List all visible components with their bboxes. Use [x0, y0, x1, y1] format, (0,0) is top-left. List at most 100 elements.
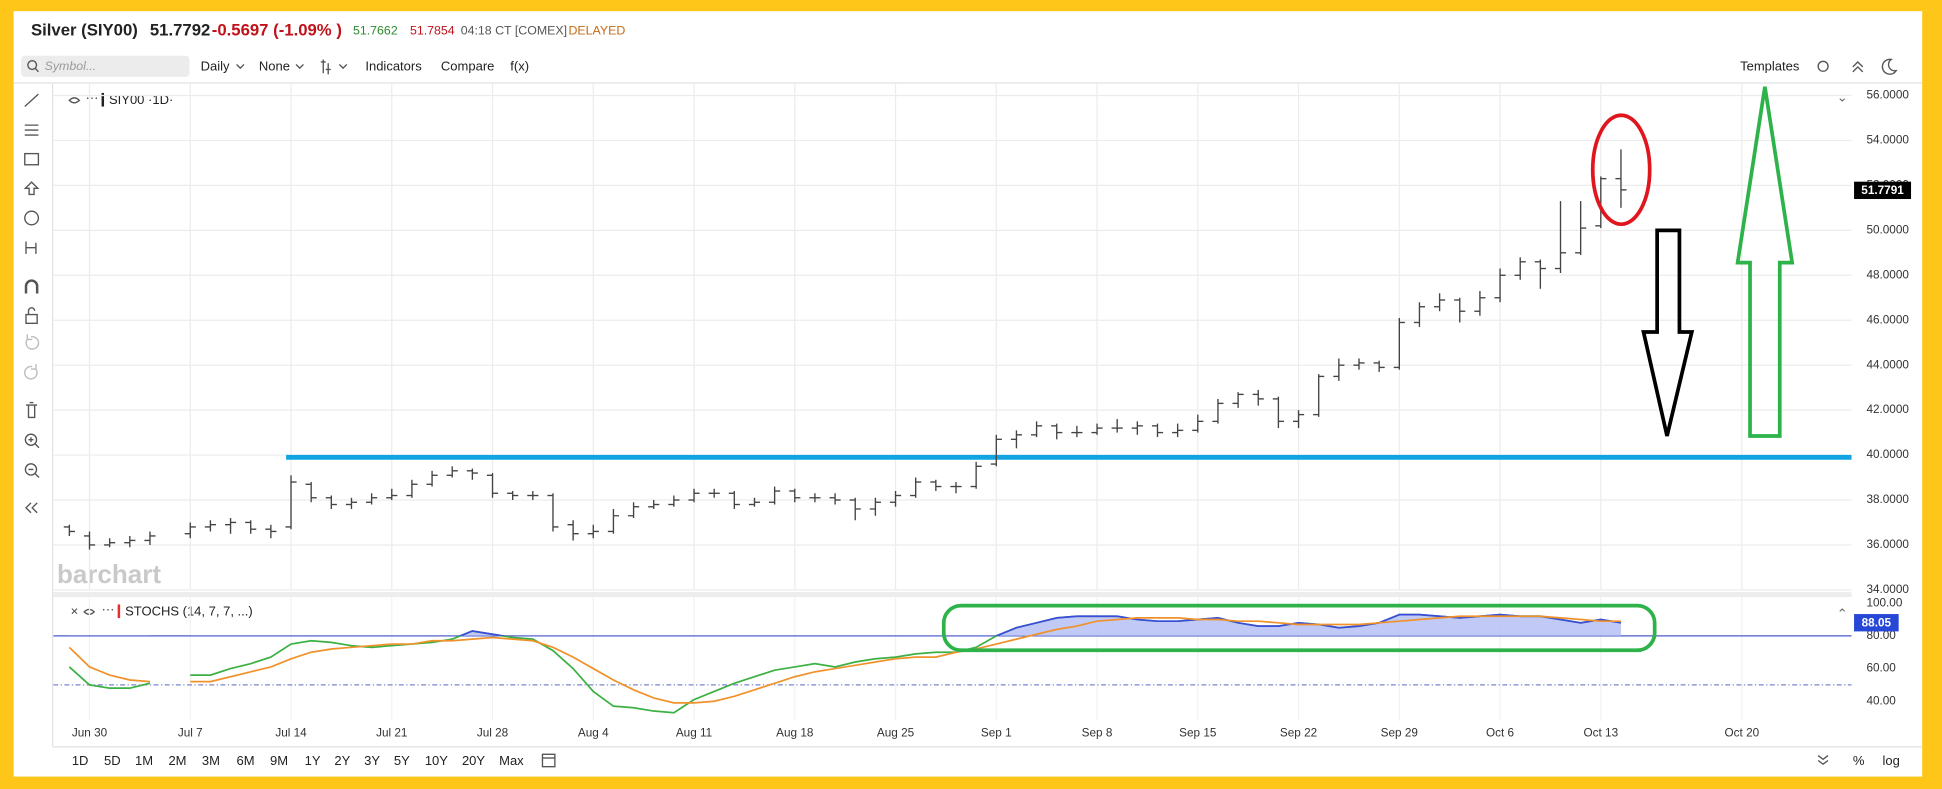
range-button[interactable]: 2M — [168, 753, 186, 768]
window — [13, 11, 1923, 777]
tool-icon[interactable] — [26, 401, 38, 419]
x-tick-label: Jul 21 — [376, 726, 407, 739]
delay-status: DELAYED — [568, 23, 625, 37]
panel-divider — [53, 592, 1852, 597]
range-button[interactable]: 3M — [202, 753, 220, 768]
stoch-line-overbought — [457, 613, 1622, 636]
symbol-search[interactable] — [21, 55, 190, 77]
indicators-button[interactable]: Indicators — [365, 58, 422, 73]
x-tick-label: Jun 30 — [72, 726, 108, 739]
comparison-select[interactable]: None — [259, 58, 290, 73]
range-button[interactable]: 1Y — [305, 753, 321, 768]
y-tick-label: 48.0000 — [1866, 268, 1909, 281]
tool-icon[interactable] — [24, 93, 39, 108]
chart-type-icon[interactable] — [320, 59, 331, 75]
settings-icon[interactable] — [1817, 60, 1829, 72]
y-tick-label: 44.0000 — [1866, 358, 1909, 371]
templates-button[interactable]: Templates — [1740, 58, 1800, 73]
range-button[interactable]: 5Y — [394, 753, 410, 768]
x-tick-label: Sep 22 — [1280, 726, 1317, 739]
annotation-box — [941, 603, 1657, 653]
x-tick-label: Aug 11 — [676, 726, 712, 739]
tool-icon[interactable] — [23, 181, 40, 196]
x-tick-label: Oct 20 — [1725, 726, 1760, 739]
plot-area: 34.0000 36.0000 38.0000 40.0000 42.0000 44.00… — [53, 84, 1912, 739]
theme-icon[interactable] — [1881, 58, 1898, 75]
x-tick-label: Aug 18 — [776, 726, 814, 739]
chevron — [295, 63, 304, 70]
chevron — [236, 63, 245, 70]
search-icon — [27, 60, 38, 71]
y-tick-label: 38.0000 — [1866, 493, 1909, 506]
last-price: 51.7792 — [150, 20, 210, 39]
range-button[interactable]: 3Y — [364, 753, 380, 768]
close-icon[interactable]: × — [71, 603, 79, 618]
tool-icon[interactable] — [24, 433, 38, 446]
x-tick-label: Sep 8 — [1082, 726, 1113, 739]
percent-toggle[interactable]: % — [1853, 753, 1865, 768]
tool-icon[interactable] — [25, 307, 38, 324]
tool-icon[interactable] — [24, 210, 40, 226]
y-tick-label: 34.0000 — [1866, 583, 1909, 596]
annotation-ellipse — [1590, 113, 1652, 227]
ask: 51.7854 — [410, 23, 455, 37]
price-panel — [53, 84, 1852, 591]
last-value-tag — [1854, 614, 1899, 632]
range-button[interactable]: 1M — [135, 753, 153, 768]
range-button[interactable]: 1D — [72, 753, 89, 768]
visibility-icon[interactable] — [68, 97, 81, 104]
range-button[interactable]: 20Y — [462, 753, 485, 768]
tool-icon[interactable] — [28, 468, 40, 478]
compare-button[interactable]: Compare — [441, 58, 494, 73]
range-button[interactable]: 9M — [270, 753, 288, 768]
x-tick-label: Oct 6 — [1486, 726, 1515, 739]
tool-icon[interactable] — [24, 364, 38, 380]
x-tick-label: Sep 29 — [1381, 726, 1418, 739]
expand-icon[interactable] — [1817, 754, 1829, 766]
collapse-icon[interactable] — [1852, 60, 1864, 73]
range-button[interactable]: Max — [499, 753, 524, 768]
menu-icon[interactable]: ⋯ — [102, 602, 115, 617]
y-tick-label: 100.00 — [1866, 596, 1902, 609]
tool-icon[interactable] — [25, 334, 40, 350]
search-placeholder: Symbol... — [45, 59, 97, 73]
interval-select[interactable]: Daily — [201, 58, 230, 73]
tool-icon[interactable] — [24, 279, 39, 294]
tool-icon[interactable] — [24, 152, 40, 166]
bid: 51.7662 — [353, 23, 398, 37]
overbought-fill — [69, 614, 1621, 636]
tool-icon[interactable] — [28, 437, 40, 449]
y-tick-label: 40.00 — [1866, 694, 1896, 707]
range-button[interactable]: 2Y — [334, 753, 350, 768]
menu-icon[interactable]: ⋯ — [85, 91, 98, 106]
annotation-down-arrow — [1641, 228, 1695, 437]
last-price-tag — [1854, 181, 1912, 200]
last-value-label: 88.05 — [1862, 616, 1892, 629]
range-button[interactable]: 10Y — [425, 753, 448, 768]
y-tick-label: 46.0000 — [1866, 313, 1909, 326]
range-button[interactable]: 5D — [104, 753, 121, 768]
tool-icon[interactable] — [25, 502, 38, 514]
watermark: barchart — [57, 559, 161, 589]
quote-time: 04:18 CT [COMEX] — [461, 23, 567, 37]
search-icon — [34, 67, 39, 73]
price-change: -0.5697 (-1.09% ) — [212, 20, 342, 39]
tool-column — [23, 93, 40, 514]
x-tick-label: Sep 1 — [981, 726, 1012, 739]
calendar-icon[interactable] — [541, 753, 556, 768]
function-button[interactable]: f(x) — [510, 58, 529, 73]
visibility-icon[interactable] — [83, 608, 96, 616]
x-tick-label: Jul 7 — [178, 726, 203, 739]
expand-panel[interactable]: ⌃ — [1837, 606, 1848, 621]
collapse-panel[interactable]: ⌄ — [1837, 89, 1848, 104]
tool-icon[interactable] — [24, 463, 38, 476]
x-tick-label: Jul 28 — [477, 726, 509, 739]
log-toggle[interactable]: log — [1883, 753, 1900, 768]
stoch-line — [68, 615, 1621, 704]
x-tick-label: Oct 13 — [1583, 726, 1618, 739]
tool-icon[interactable] — [24, 124, 39, 136]
range-button[interactable]: 6M — [237, 753, 255, 768]
tool-icon[interactable] — [25, 241, 37, 254]
stoch-panel-title: STOCHS (14, 7, 7, ...) — [125, 603, 253, 618]
